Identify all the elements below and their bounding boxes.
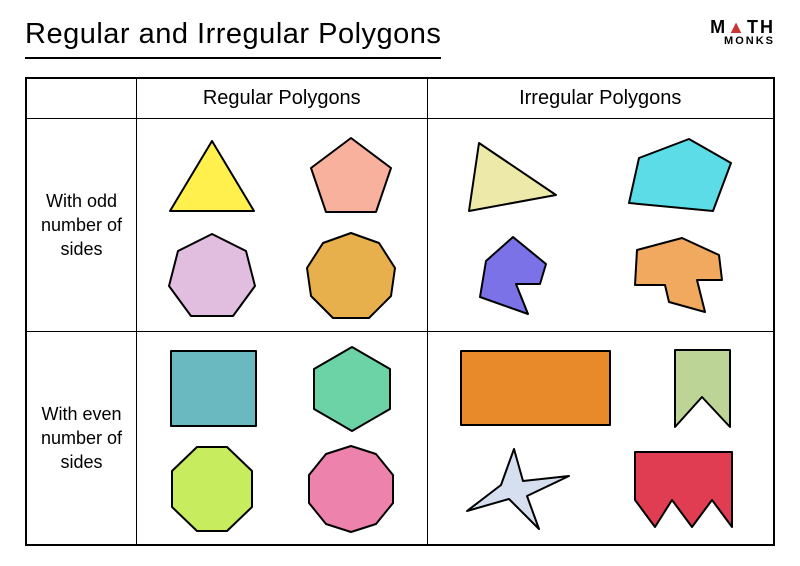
row-odd: With odd number of sides xyxy=(27,119,137,332)
nonagon-icon xyxy=(301,228,401,323)
irregular-heptagon-icon xyxy=(468,229,558,321)
cell-odd-regular xyxy=(137,119,428,332)
heptagon-icon xyxy=(162,228,262,323)
irregular-nonagon-icon xyxy=(627,230,732,320)
arrow-hexagon-icon xyxy=(660,342,745,434)
triangle-icon xyxy=(162,133,262,218)
row-even: With even number of sides xyxy=(27,332,137,545)
col-irregular: Irregular Polygons xyxy=(427,79,774,119)
scalene-triangle-icon xyxy=(461,133,566,218)
logo: M▲TH MONKS xyxy=(710,18,775,47)
page-title: Regular and Irregular Polygons xyxy=(25,18,441,59)
rectangle-icon xyxy=(455,343,617,433)
logo-bottom: MONKS xyxy=(710,36,775,47)
cell-even-irregular xyxy=(427,332,774,545)
square-icon xyxy=(161,341,266,436)
hexagon-icon xyxy=(302,341,402,436)
logo-top: M▲TH xyxy=(710,18,775,36)
zigzag-decagon-icon xyxy=(627,442,742,534)
octagon-icon xyxy=(162,441,262,536)
col-regular: Regular Polygons xyxy=(137,79,428,119)
irregular-pentagon-icon xyxy=(621,133,739,218)
cell-even-regular xyxy=(137,332,428,545)
decagon-icon xyxy=(301,441,401,536)
pentagon-icon xyxy=(301,130,401,220)
corner-empty xyxy=(27,79,137,119)
four-point-star-icon xyxy=(459,441,577,536)
cell-odd-irregular xyxy=(427,119,774,332)
polygon-table: Regular Polygons Irregular Polygons With… xyxy=(25,77,775,546)
